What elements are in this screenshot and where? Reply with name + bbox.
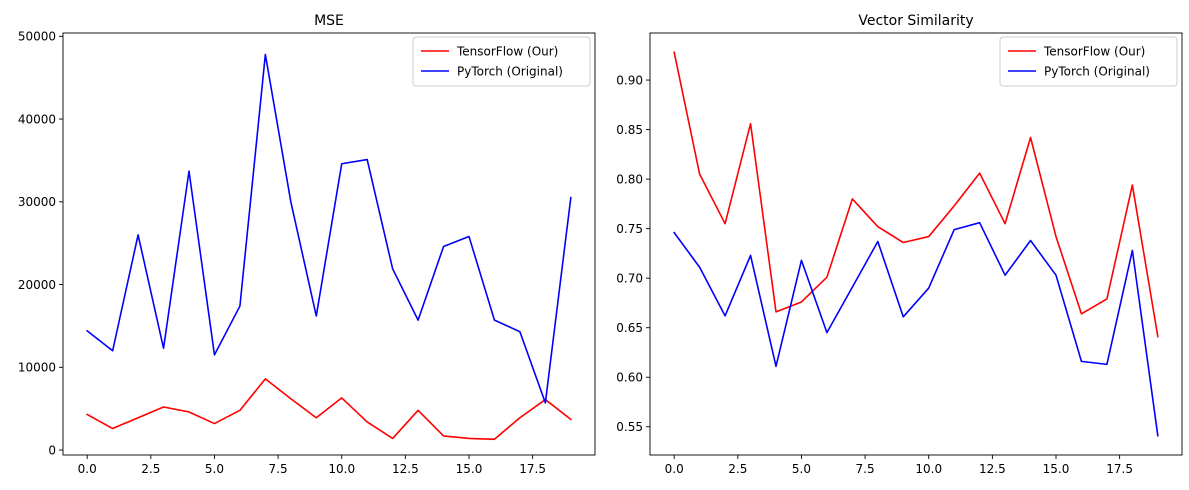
y-tick-label: 0.90	[616, 73, 643, 87]
legend-box	[999, 36, 1178, 87]
series-line-0	[673, 51, 1159, 338]
y-tick-label: 0.85	[616, 123, 643, 137]
legend-label-1: PyTorch (Original)	[1044, 64, 1150, 78]
x-tick-label: 12.5	[392, 462, 419, 476]
y-tick-label: 0.65	[616, 321, 643, 335]
chart-panel-1: 0.0 2.5 5.0 7.5 10.0 12.5 15.0 17.5 0.55 0.60 0.65…	[616, 13, 1183, 476]
y-tick-label: 50000	[18, 30, 56, 44]
x-tick-label: 10.0	[328, 462, 355, 476]
x-tick-label: 2.5	[141, 462, 160, 476]
x-tick-label: 0.0	[78, 462, 97, 476]
y-tick-label: 0.55	[616, 420, 643, 434]
series-line-1	[673, 221, 1159, 437]
x-tick-label: 15.0	[1043, 462, 1070, 476]
legend-label-1: PyTorch (Original)	[457, 64, 563, 78]
y-tick-label: 0.60	[616, 371, 643, 385]
axes-frame	[649, 32, 1183, 456]
chart-title: MSE	[314, 13, 344, 29]
x-tick-label: 0.0	[665, 462, 684, 476]
series-line-0	[86, 378, 572, 441]
chart-title: Vector Similarity	[858, 13, 973, 29]
x-tick-label: 7.5	[856, 462, 875, 476]
y-tick-label: 10000	[18, 361, 56, 375]
x-tick-label: 7.5	[269, 462, 288, 476]
legend-label-0: TensorFlow (Our)	[1043, 44, 1145, 58]
y-tick-label: 40000	[18, 112, 56, 126]
y-tick-label: 0.80	[616, 172, 643, 186]
x-tick-label: 2.5	[728, 462, 747, 476]
y-tick-label: 0	[48, 443, 56, 457]
x-tick-label: 17.5	[1106, 462, 1133, 476]
x-tick-label: 12.5	[979, 462, 1006, 476]
chart-panel-0: 0.0 2.5 5.0 7.5 10.0 12.5 15.0 17.5 0 10000 20000 3…	[18, 13, 596, 476]
legend: TensorFlow (Our) PyTorch (Original)	[412, 36, 591, 87]
x-tick-label: 15.0	[456, 462, 483, 476]
legend-label-0: TensorFlow (Our)	[456, 44, 558, 58]
y-tick-label: 30000	[18, 195, 56, 209]
y-tick-label: 20000	[18, 278, 56, 292]
x-tick-label: 5.0	[792, 462, 811, 476]
legend-box	[412, 36, 591, 87]
y-tick-label: 0.75	[616, 222, 643, 236]
axes-frame	[62, 32, 596, 456]
series-line-1	[86, 53, 572, 404]
x-tick-label: 5.0	[205, 462, 224, 476]
legend: TensorFlow (Our) PyTorch (Original)	[999, 36, 1178, 87]
y-tick-label: 0.70	[616, 271, 643, 285]
x-tick-label: 10.0	[915, 462, 942, 476]
x-tick-label: 17.5	[519, 462, 546, 476]
